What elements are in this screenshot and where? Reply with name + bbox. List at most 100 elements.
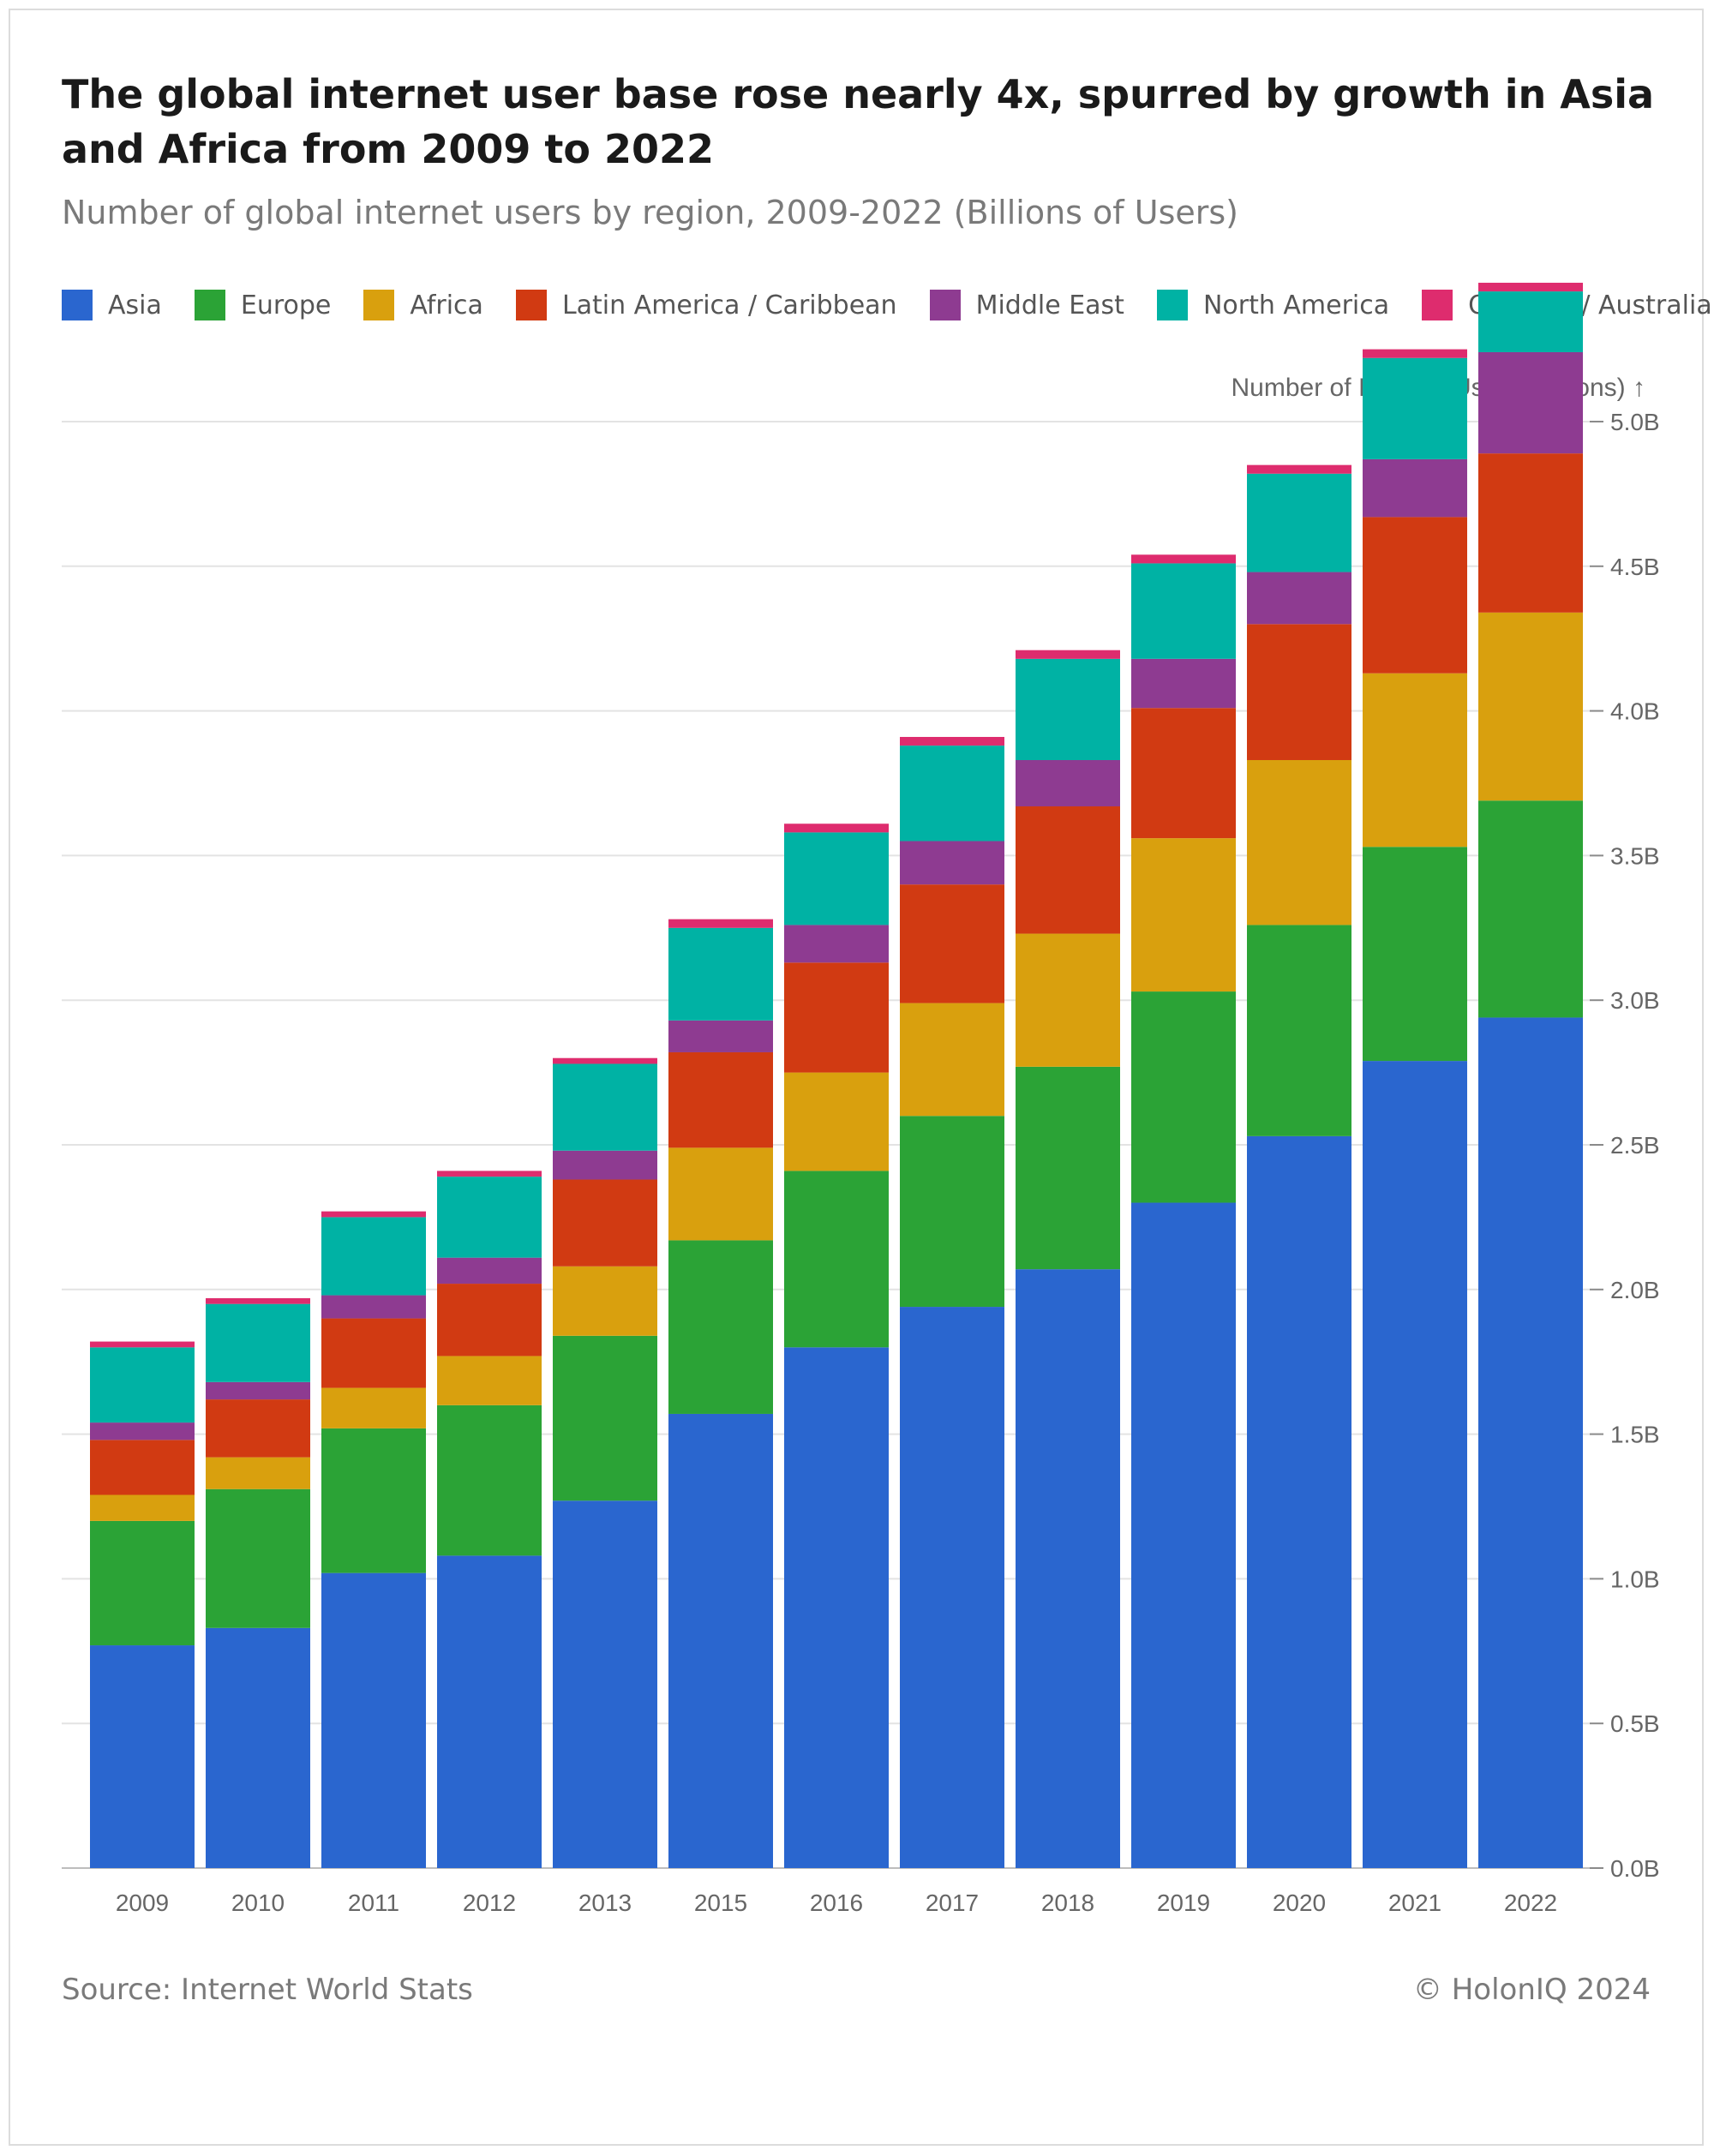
bar-segment[interactable] <box>784 962 889 1073</box>
y-tick-label: 0.0B <box>1610 1855 1660 1882</box>
bar-segment[interactable] <box>1016 1269 1120 1868</box>
bar-segment[interactable] <box>668 1240 773 1414</box>
bar-segment[interactable] <box>1478 800 1583 1018</box>
bar-segment[interactable] <box>1478 1017 1583 1868</box>
bar-segment[interactable] <box>900 736 1004 746</box>
bar-segment[interactable] <box>553 1150 657 1180</box>
bar-segment[interactable] <box>1247 759 1351 925</box>
bar-segment[interactable] <box>1363 517 1467 674</box>
bar-segment[interactable] <box>437 1257 542 1285</box>
bar-segment[interactable] <box>553 1057 657 1064</box>
bar-segment[interactable] <box>1131 708 1236 839</box>
bar-segment[interactable] <box>437 1171 542 1177</box>
y-tick-label: 3.5B <box>1610 842 1660 869</box>
bar-segment[interactable] <box>668 1020 773 1052</box>
bar-segment[interactable] <box>90 1494 195 1521</box>
bar-segment[interactable] <box>1363 349 1467 358</box>
bar-segment[interactable] <box>1131 1202 1236 1868</box>
bar-segment[interactable] <box>784 925 889 963</box>
bar-segment[interactable] <box>668 919 773 928</box>
bar-segment[interactable] <box>321 1295 426 1319</box>
bar-segment[interactable] <box>321 1572 426 1868</box>
bar-segment[interactable] <box>553 1063 657 1151</box>
bar-segment[interactable] <box>90 1520 195 1646</box>
bar-segment[interactable] <box>553 1179 657 1267</box>
bar-segment[interactable] <box>1016 1066 1120 1270</box>
bar-segment[interactable] <box>321 1217 426 1296</box>
legend-item[interactable]: Africa <box>363 290 483 320</box>
bar-segment[interactable] <box>553 1500 657 1868</box>
bar-segment[interactable] <box>668 1051 773 1148</box>
bar-segment[interactable] <box>900 1116 1004 1308</box>
bar-segment[interactable] <box>321 1387 426 1428</box>
legend-item[interactable]: Middle East <box>929 290 1124 320</box>
bar-segment[interactable] <box>1016 759 1120 807</box>
bar-segment[interactable] <box>1247 572 1351 625</box>
bar-segment[interactable] <box>90 1645 195 1868</box>
bar-segment[interactable] <box>1478 453 1583 613</box>
bar-segment[interactable] <box>437 1177 542 1258</box>
bar-segment[interactable] <box>1247 464 1351 474</box>
bar-segment[interactable] <box>1363 458 1467 518</box>
bar-segment[interactable] <box>784 1171 889 1348</box>
bar-segment[interactable] <box>1363 847 1467 1062</box>
bar-segment[interactable] <box>1131 838 1236 992</box>
legend-item[interactable]: Latin America / Caribbean <box>515 290 897 320</box>
bar-segment[interactable] <box>784 823 889 833</box>
bar-segment[interactable] <box>206 1627 310 1868</box>
bar-segment[interactable] <box>1131 658 1236 709</box>
bar-segment[interactable] <box>900 1307 1004 1868</box>
bar-segment[interactable] <box>1478 291 1583 352</box>
bar-segment[interactable] <box>1016 650 1120 659</box>
bar-segment[interactable] <box>206 1399 310 1458</box>
bar-segment[interactable] <box>1478 612 1583 801</box>
bar-segment[interactable] <box>321 1211 426 1218</box>
bar-segment[interactable] <box>437 1404 542 1556</box>
legend-item[interactable]: Asia <box>62 290 162 320</box>
bar-segment[interactable] <box>1131 991 1236 1203</box>
bar-segment[interactable] <box>784 832 889 925</box>
bar-segment[interactable] <box>900 841 1004 885</box>
bar-segment[interactable] <box>1247 1135 1351 1868</box>
bar-segment[interactable] <box>668 1147 773 1241</box>
bar-segment[interactable] <box>206 1381 310 1400</box>
bar-segment[interactable] <box>1016 658 1120 760</box>
bar-segment[interactable] <box>90 1341 195 1348</box>
bar-segment[interactable] <box>206 1297 310 1304</box>
bar-segment[interactable] <box>1016 933 1120 1067</box>
bar-segment[interactable] <box>206 1488 310 1628</box>
bar-segment[interactable] <box>900 884 1004 1003</box>
bar-segment[interactable] <box>437 1356 542 1405</box>
legend-label: North America <box>1202 290 1390 320</box>
legend-item[interactable]: North America <box>1156 290 1390 320</box>
bar-segment[interactable] <box>1363 1061 1467 1868</box>
bar-segment[interactable] <box>206 1457 310 1489</box>
bar-segment[interactable] <box>321 1428 426 1573</box>
bar-segment[interactable] <box>668 1413 773 1868</box>
bar-segment[interactable] <box>1478 282 1583 292</box>
bar-segment[interactable] <box>1131 554 1236 564</box>
bar-segment[interactable] <box>900 746 1004 841</box>
bar-segment[interactable] <box>553 1266 657 1336</box>
bar-segment[interactable] <box>90 1347 195 1423</box>
bar-segment[interactable] <box>1478 351 1583 454</box>
legend-item[interactable]: Europe <box>194 290 331 320</box>
bar-segment[interactable] <box>1363 357 1467 459</box>
bar-segment[interactable] <box>553 1335 657 1501</box>
bar-segment[interactable] <box>668 927 773 1021</box>
bar-segment[interactable] <box>206 1303 310 1382</box>
bar-segment[interactable] <box>1363 673 1467 847</box>
bar-segment[interactable] <box>784 1347 889 1868</box>
bar-segment[interactable] <box>437 1555 542 1868</box>
bar-segment[interactable] <box>1016 806 1120 934</box>
bar-segment[interactable] <box>1247 624 1351 760</box>
bar-segment[interactable] <box>90 1440 195 1495</box>
bar-segment[interactable] <box>1247 925 1351 1136</box>
bar-segment[interactable] <box>321 1318 426 1388</box>
bar-segment[interactable] <box>90 1422 195 1440</box>
bar-segment[interactable] <box>784 1072 889 1171</box>
bar-segment[interactable] <box>1131 563 1236 659</box>
bar-segment[interactable] <box>1247 473 1351 572</box>
bar-segment[interactable] <box>900 1003 1004 1117</box>
bar-segment[interactable] <box>437 1284 542 1356</box>
